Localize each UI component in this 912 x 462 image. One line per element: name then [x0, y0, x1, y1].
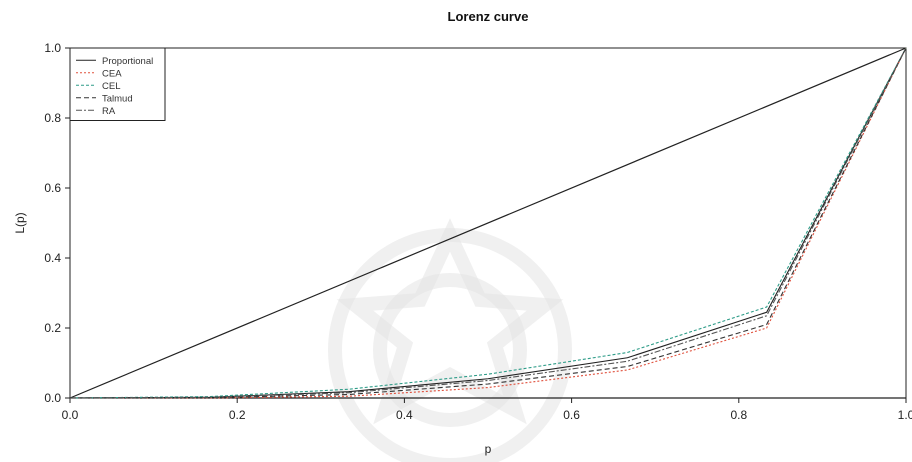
legend-label-cel: CEL — [102, 81, 120, 92]
y-tick-label: 0.6 — [44, 181, 61, 195]
legend-label-talmud: Talmud — [102, 93, 133, 104]
x-tick-label: 0.6 — [563, 408, 580, 422]
x-tick-label: 0.0 — [62, 408, 79, 422]
series-line-talmud — [69, 47, 907, 399]
y-tick-label: 0.2 — [44, 321, 61, 335]
y-tick-label: 1.0 — [44, 41, 61, 55]
chart-title: Lorenz curve — [448, 9, 529, 24]
y-tick-label: 0.4 — [44, 251, 61, 265]
series-lines — [69, 47, 907, 399]
x-axis-label: p — [485, 442, 492, 456]
x-tick-label: 0.8 — [730, 408, 747, 422]
watermark — [328, 218, 572, 462]
y-axis-label: L(p) — [13, 212, 27, 233]
equality-line — [69, 47, 907, 399]
y-axis: 0.0 0.2 0.4 0.6 0.8 1.0 — [44, 41, 70, 405]
legend-label-ra: RA — [102, 106, 116, 117]
y-tick-label: 0.8 — [44, 111, 61, 125]
x-tick-label: 0.4 — [396, 408, 413, 422]
legend-label-proportional: Proportional — [102, 56, 153, 67]
x-tick-label: 0.2 — [229, 408, 246, 422]
series-line-cel — [69, 47, 907, 399]
y-tick-label: 0.0 — [44, 391, 61, 405]
series-line-ra — [69, 47, 907, 399]
x-axis: 0.0 0.2 0.4 0.6 0.8 1.0 — [62, 398, 912, 422]
legend-label-cea: CEA — [102, 68, 122, 79]
series-line-cea — [70, 47, 907, 399]
x-tick-label: 1.0 — [898, 408, 912, 422]
